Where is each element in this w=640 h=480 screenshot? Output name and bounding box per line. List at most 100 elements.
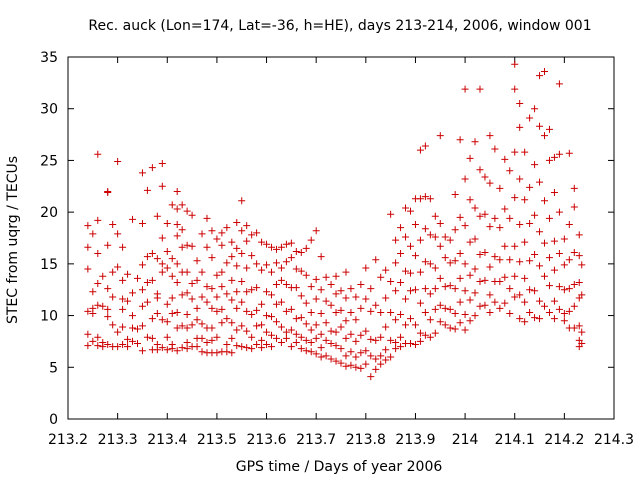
data-point-plus (158, 182, 166, 190)
data-point-plus (183, 311, 191, 319)
data-point-plus (228, 238, 236, 246)
data-point-plus (173, 205, 181, 213)
data-point-plus (441, 254, 449, 262)
data-point-plus (521, 274, 529, 282)
data-point-plus (158, 268, 166, 276)
data-point-plus (550, 297, 558, 305)
data-point-plus (188, 321, 196, 329)
data-point-plus (406, 207, 414, 215)
data-point-plus (307, 326, 315, 334)
data-point-plus (362, 360, 370, 368)
data-point-plus (148, 250, 156, 258)
data-point-plus (223, 224, 231, 232)
data-point-plus (84, 243, 92, 251)
data-point-plus (272, 300, 280, 308)
data-point-plus (218, 305, 226, 313)
data-point-plus (541, 239, 549, 247)
data-point-plus (114, 157, 122, 165)
data-point-plus (312, 350, 320, 358)
data-point-plus (253, 322, 261, 330)
data-point-plus (511, 85, 519, 93)
plot-frame (67, 56, 615, 420)
data-point-plus (337, 359, 345, 367)
data-point-plus (456, 250, 464, 258)
data-point-plus (545, 308, 553, 316)
data-point-plus (248, 231, 256, 239)
data-point-plus (104, 188, 112, 196)
data-point-plus (163, 300, 171, 308)
data-point-plus (258, 336, 266, 344)
data-point-plus (476, 85, 484, 93)
data-point-plus (387, 336, 395, 344)
data-point-plus (124, 343, 132, 351)
data-point-plus (436, 220, 444, 228)
data-point-plus (173, 278, 181, 286)
data-point-plus (163, 264, 171, 272)
data-point-plus (203, 298, 211, 306)
data-point-plus (397, 250, 405, 258)
data-point-plus (213, 271, 221, 279)
data-point-plus (138, 261, 146, 269)
data-point-plus (536, 178, 544, 186)
data-point-plus (496, 277, 504, 285)
data-point-plus (312, 334, 320, 342)
data-point-plus (565, 307, 573, 315)
data-point-plus (531, 211, 539, 219)
data-point-plus (243, 264, 251, 272)
data-point-plus (367, 307, 375, 315)
data-point-plus (565, 149, 573, 157)
data-point-plus (268, 343, 276, 351)
data-point-plus (337, 306, 345, 314)
data-point-plus (302, 320, 310, 328)
data-point-plus (372, 336, 380, 344)
data-point-plus (461, 260, 469, 268)
data-point-plus (342, 268, 350, 276)
data-point-plus (476, 166, 484, 174)
data-point-plus (287, 343, 295, 351)
data-point-plus (238, 197, 246, 205)
data-point-plus (258, 266, 266, 274)
data-point-plus (521, 148, 529, 156)
data-point-plus (263, 328, 271, 336)
data-point-plus (203, 283, 211, 291)
data-point-plus (436, 242, 444, 250)
data-point-plus (362, 347, 370, 355)
data-point-plus (183, 241, 191, 249)
data-point-plus (94, 342, 102, 350)
data-point-plus (223, 290, 231, 298)
data-point-plus (441, 321, 449, 329)
data-point-plus (233, 262, 241, 270)
data-point-plus (114, 230, 122, 238)
data-point-plus (148, 315, 156, 323)
data-point-plus (426, 231, 434, 239)
data-point-plus (94, 150, 102, 158)
data-point-plus (119, 305, 127, 313)
data-point-plus (233, 304, 241, 312)
data-point-plus (173, 308, 181, 316)
data-point-plus (263, 341, 271, 349)
data-point-plus (511, 293, 519, 301)
data-point-plus (228, 296, 236, 304)
data-point-plus (332, 328, 340, 336)
data-point-plus (133, 274, 141, 282)
data-point-plus (461, 287, 469, 295)
data-point-plus (163, 220, 171, 228)
data-point-plus (124, 335, 132, 343)
y-tick-label: 0 (49, 412, 58, 428)
data-point-plus (203, 338, 211, 346)
axis-ticks: 213.2 213.3 213.4 213.5 213.6 213.7 213.8 213.9… (40, 50, 634, 448)
data-point-plus (173, 260, 181, 268)
data-point-plus (426, 195, 434, 203)
data-point-plus (347, 330, 355, 338)
x-tick-label: 214.3 (594, 432, 634, 448)
data-point-plus (486, 308, 494, 316)
data-point-plus (327, 355, 335, 363)
data-point-plus (382, 294, 390, 302)
data-point-plus (511, 242, 519, 250)
data-point-plus (451, 325, 459, 333)
data-point-plus (406, 315, 414, 323)
data-point-plus (253, 306, 261, 314)
data-point-plus (367, 335, 375, 343)
data-point-plus (297, 292, 305, 300)
